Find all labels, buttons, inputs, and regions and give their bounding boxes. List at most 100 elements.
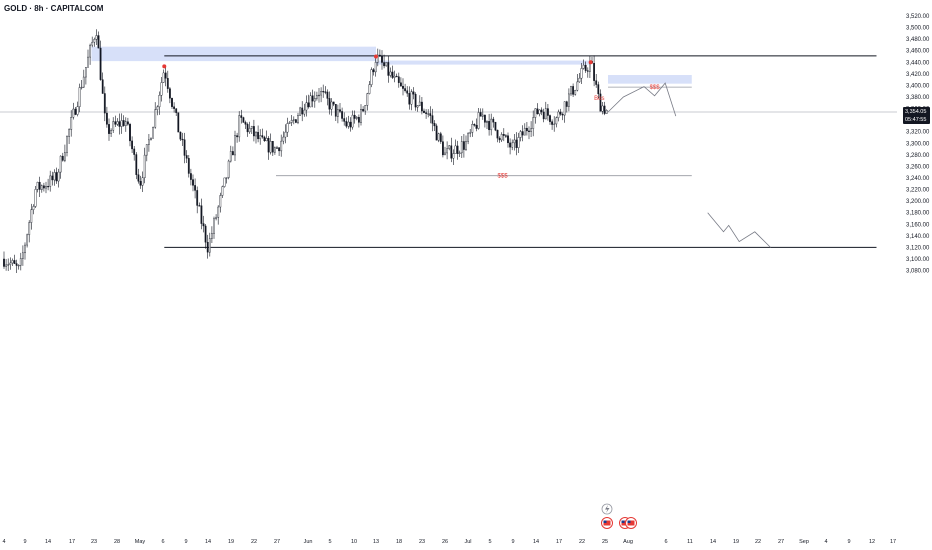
candle-body — [601, 105, 604, 112]
candle-body — [93, 39, 96, 43]
y-tick-label: 3,280.00 — [906, 153, 930, 159]
candle-body — [131, 140, 133, 150]
candle-body — [206, 242, 209, 253]
candle-body — [101, 79, 104, 94]
candle-body — [486, 121, 488, 123]
candle-body — [57, 171, 60, 182]
candle-body — [437, 133, 440, 141]
candle-body — [385, 62, 388, 67]
candle-body — [515, 139, 518, 148]
candle-body — [219, 195, 222, 208]
candle-body — [450, 145, 453, 159]
y-tick-label: 3,160.00 — [906, 222, 930, 228]
x-tick-label: 14 — [45, 539, 51, 545]
candle-body — [91, 41, 94, 46]
candle-body — [114, 121, 117, 125]
candle-body — [192, 179, 194, 186]
candle-body — [408, 93, 411, 105]
y-tick-label: 3,460.00 — [906, 49, 930, 55]
y-tick-label: 3,220.00 — [906, 188, 930, 194]
price-axis[interactable]: 3,520.00 3,500.00 3,480.00 3,460.00 3,440.00… — [903, 14, 930, 275]
candle-body — [147, 139, 150, 145]
candle-body — [505, 135, 507, 137]
x-tick-label: 17 — [69, 539, 75, 545]
candle-body — [528, 130, 530, 132]
candle-body — [526, 127, 528, 132]
candle-body — [433, 123, 436, 127]
candle-body — [320, 91, 322, 96]
candle-body — [70, 117, 73, 130]
candle-body — [383, 62, 385, 67]
x-tick-label: 13 — [373, 539, 379, 545]
candle-body — [162, 72, 165, 83]
candle-body — [605, 109, 608, 114]
candle-body — [246, 124, 249, 133]
candle-body — [530, 128, 533, 132]
candles — [3, 29, 608, 273]
candle-body — [141, 177, 144, 186]
candle-body — [429, 113, 432, 116]
candle-body — [26, 234, 28, 246]
x-tick-label: 6 — [161, 539, 164, 545]
candle-body — [513, 139, 516, 144]
candle-body — [129, 124, 131, 142]
candle-body — [66, 136, 68, 153]
candle-body — [404, 88, 406, 91]
candle-body — [435, 125, 438, 141]
y-tick-label: 3,500.00 — [906, 26, 930, 32]
candle-body — [330, 101, 333, 110]
supply-zone — [608, 75, 692, 84]
candle-body — [295, 119, 297, 123]
candle-body — [208, 238, 211, 253]
candle-body — [17, 264, 20, 267]
candle-body — [183, 139, 186, 156]
candle-body — [160, 82, 163, 96]
candle-body — [358, 117, 360, 123]
candle-body — [301, 107, 304, 115]
candle-body — [259, 135, 262, 140]
candle-body — [227, 160, 230, 178]
x-tick-label: 14 — [205, 539, 211, 545]
candle-body — [595, 80, 598, 85]
candle-body — [475, 125, 478, 129]
swing-high-marker — [374, 54, 378, 59]
time-axis[interactable]: 4 9 14 17 23 28 May 6 9 14 19 22 27 Jun 5 10 13 18 23 26 Jul… — [2, 539, 896, 545]
supply-zone — [91, 46, 376, 62]
candle-body — [185, 155, 188, 159]
candle-body — [51, 175, 54, 181]
candle-body — [553, 123, 556, 125]
us-flag-icon — [601, 517, 613, 529]
x-tick-label: Jul — [464, 539, 471, 545]
x-tick-label: 9 — [847, 539, 850, 545]
candle-body — [479, 112, 482, 117]
candle-body — [99, 47, 102, 80]
candle-body — [339, 109, 341, 112]
candle-body — [423, 110, 425, 113]
candle-body — [292, 119, 295, 121]
candle-body — [112, 121, 115, 131]
candle-body — [116, 121, 119, 125]
candle-body — [370, 69, 373, 85]
candle-body — [179, 131, 182, 140]
candle-body — [454, 145, 457, 154]
swing-markers — [162, 54, 593, 69]
candle-body — [225, 177, 228, 179]
candle-body — [494, 121, 497, 131]
candle-body — [74, 108, 77, 115]
annotation-label: Bos — [594, 96, 604, 102]
candle-body — [290, 120, 293, 123]
y-tick-label: 3,080.00 — [906, 269, 930, 275]
candle-body — [561, 114, 564, 116]
candle-body — [238, 115, 241, 138]
candle-body — [538, 109, 541, 115]
candle-body — [341, 111, 343, 119]
candle-body — [200, 205, 203, 224]
candle-body — [156, 106, 159, 110]
candle-body — [32, 206, 35, 210]
candle-body — [381, 55, 383, 63]
candle-body — [108, 124, 110, 134]
candle-body — [263, 136, 266, 142]
candle-body — [540, 109, 543, 113]
candle-body — [389, 71, 392, 76]
